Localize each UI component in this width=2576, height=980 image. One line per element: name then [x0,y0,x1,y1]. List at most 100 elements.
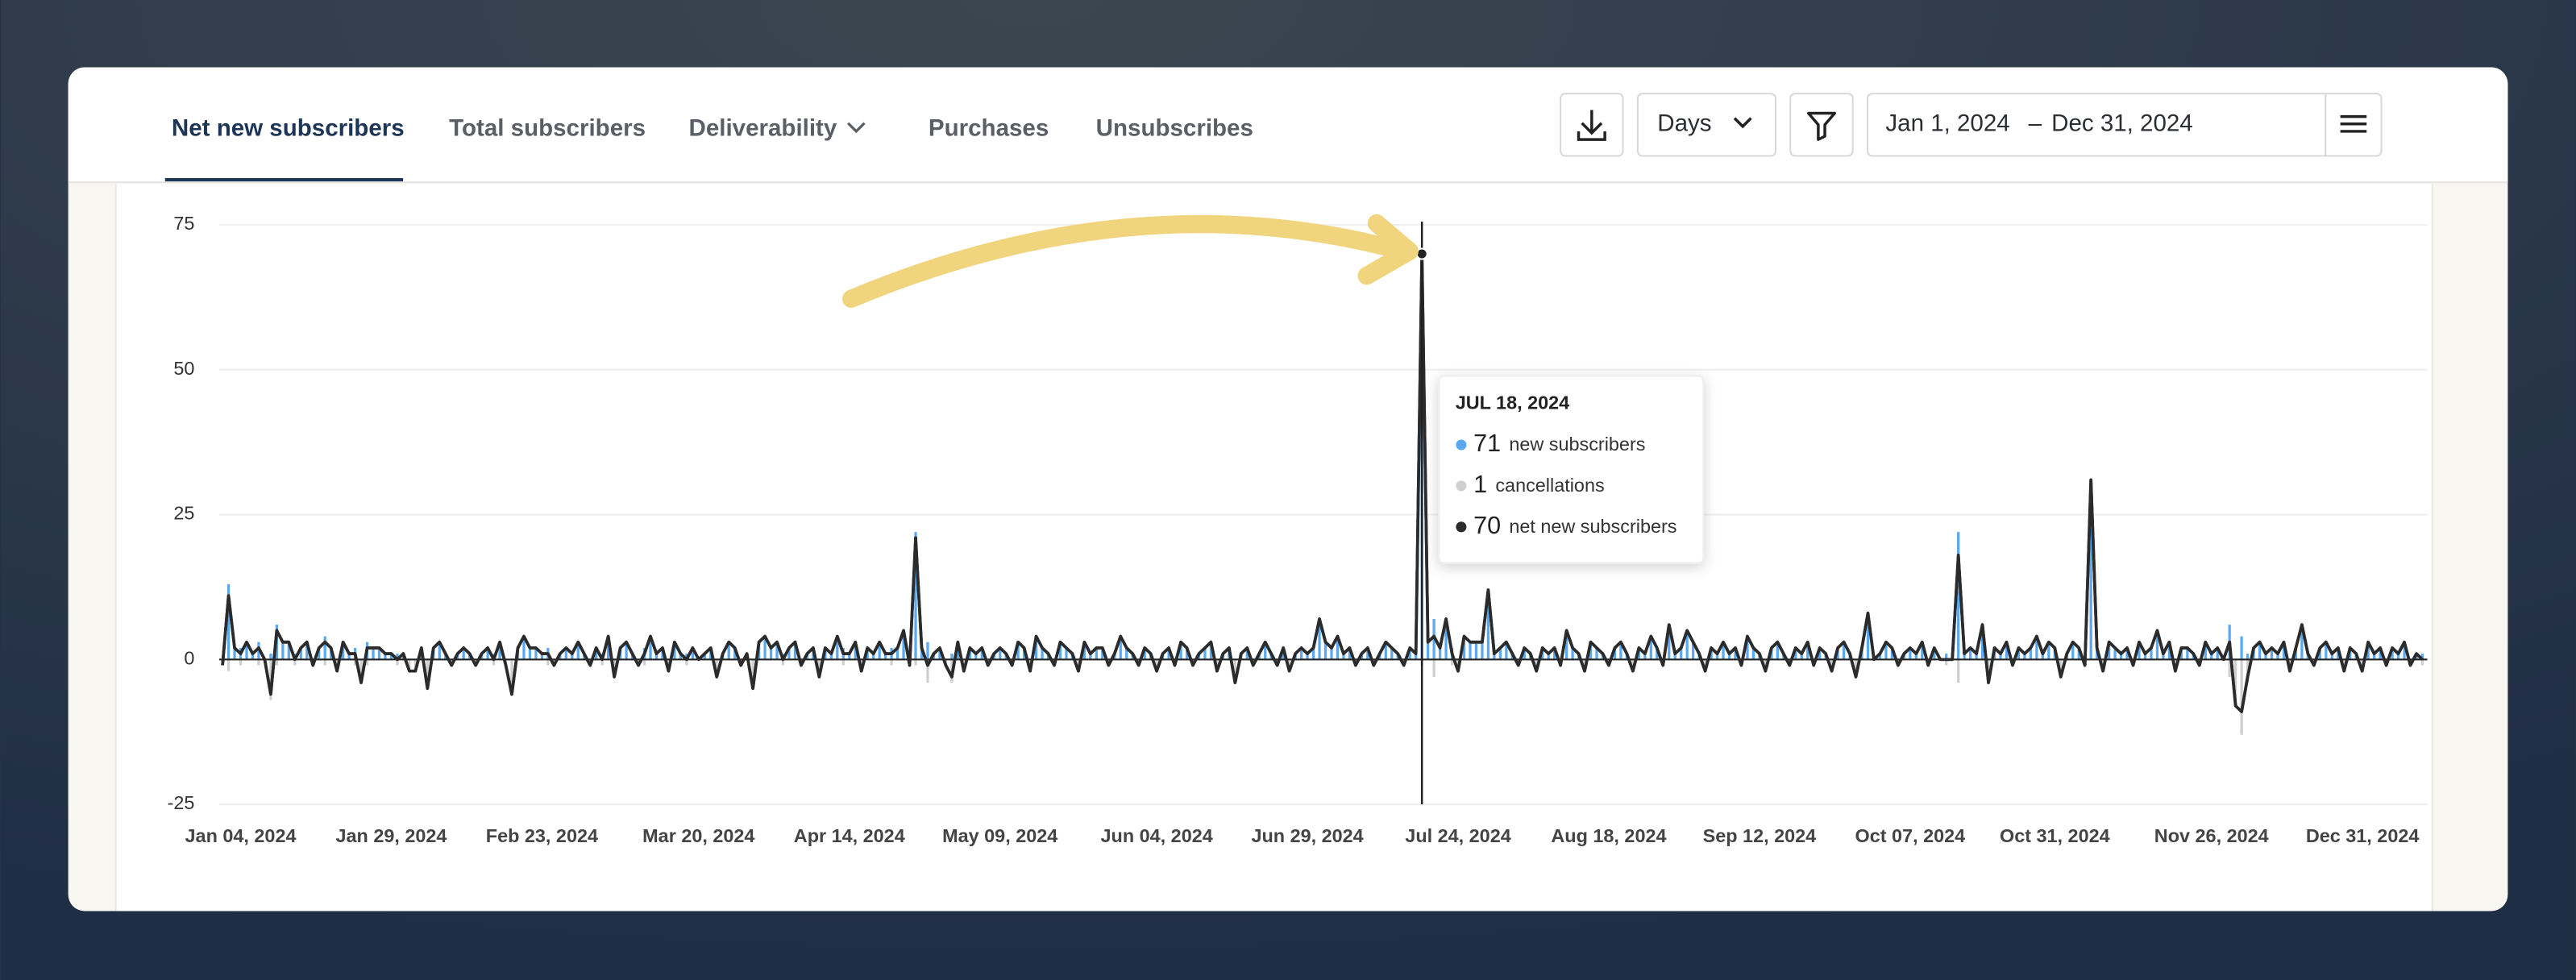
bar [2041,654,2044,660]
bar [2379,647,2382,660]
bar [1980,625,1984,660]
bar [781,659,785,666]
bar [1643,654,1647,660]
tab[interactable]: Total subscribers [449,115,646,142]
bar [1692,642,1695,660]
bar [1203,647,1207,660]
tab[interactable]: Net new subscribers [172,115,405,142]
bar [2005,642,2009,660]
bar [2071,642,2075,660]
bar [679,654,683,660]
period-button[interactable] [1636,93,1776,157]
bar [534,647,538,660]
menu-icon[interactable] [2340,114,2367,133]
bar [685,659,688,666]
bar [787,647,791,660]
bar [2113,647,2117,660]
bar [2089,480,2092,660]
bar [1486,590,1490,660]
date-range[interactable] [1866,93,2383,157]
annotation-arrow [841,214,1419,308]
tabs: Net new subscribers Total subscribers De… [164,115,1253,182]
bar [691,647,694,660]
bar [1945,654,1948,660]
bar [396,659,399,666]
tab[interactable]: Purchases [929,115,1049,142]
bar [2240,659,2243,735]
bar [528,647,532,660]
bar [462,647,465,660]
bar [1957,659,1960,683]
bar [1680,647,1683,660]
bar [1082,642,1086,660]
bar [1751,647,1755,660]
bar [1444,618,1448,660]
bar [2162,654,2165,660]
bar [1390,647,1394,660]
bar [1469,642,1472,660]
bar [2143,654,2147,660]
tab[interactable]: Deliverability [689,115,837,142]
bar [2017,647,2021,660]
tooltip-value: 71 [1473,430,1501,457]
bar [1613,647,1617,660]
bar [1065,647,1068,660]
tooltip-series-name: cancellations [1495,475,1604,496]
bar [1427,642,1430,660]
bar [673,642,676,660]
bar [1336,636,1340,660]
bar [2258,642,2262,660]
bar [1547,654,1550,660]
bar [323,636,326,660]
bar [1933,647,1936,660]
bar [1668,625,1671,660]
x-tick-label: Sep 12, 2024 [1703,825,1817,846]
bar [2366,642,2370,660]
tooltip-series-name: net new subscribers [1509,516,1676,537]
tooltip-value: 1 [1473,471,1487,498]
arrow-head [1357,214,1419,285]
bar [1945,659,1948,666]
bar [257,659,260,666]
filter-button[interactable] [1789,93,1854,157]
bar [576,642,580,660]
bar [1167,647,1170,660]
bar [540,654,544,660]
bar [733,647,737,660]
bar [1264,642,1267,660]
bar [1058,642,1062,660]
bar [1878,654,1882,660]
bar [914,659,917,666]
bar [763,636,767,660]
bar [2023,654,2026,660]
bar [1914,654,1917,660]
bar [2228,659,2231,677]
tooltip-swatch [1456,439,1467,451]
bar [1209,642,1213,660]
bar [1041,647,1044,660]
bar [1715,654,1719,660]
bar [510,659,513,695]
bar [2150,647,2153,660]
bar [1866,612,1870,660]
bar [2396,654,2400,660]
bar [1462,636,1466,660]
tab[interactable]: Unsubscribes [1096,115,1253,142]
bar [226,583,231,660]
bar [1318,618,1321,660]
bar [2325,642,2328,660]
bar [2300,625,2304,660]
bar [920,647,924,660]
arrow-shaft [841,214,1406,308]
bar [2246,654,2250,660]
line [221,252,2424,713]
bar [1095,647,1098,660]
tooltip: JUL 18, 2024 71 new subscribers 1 cancellat… [1438,375,1705,564]
bar [715,659,718,677]
bar [1727,654,1731,660]
bar [817,659,821,677]
bar [654,654,659,660]
bar [1299,647,1303,660]
bar [269,654,272,660]
